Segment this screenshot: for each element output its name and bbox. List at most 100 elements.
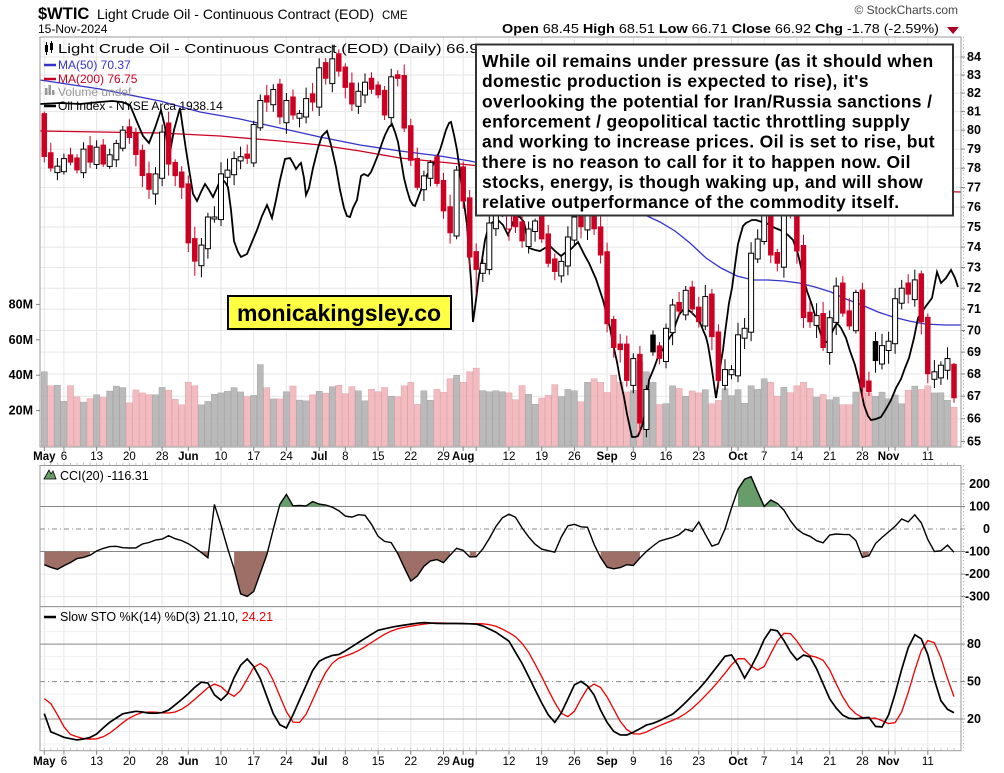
svg-text:Open 68.45 High 68.51 Low 66.7: Open 68.45 High 68.51 Low 66.71 Close 66…	[502, 22, 939, 36]
svg-text:16: 16	[660, 451, 673, 463]
svg-text:74: 74	[967, 240, 981, 254]
svg-text:-200: -200	[965, 567, 990, 581]
svg-text:12: 12	[503, 756, 516, 768]
svg-text:79: 79	[967, 142, 981, 156]
svg-text:there is no reason to call for: there is no reason to call for it to hap…	[482, 152, 911, 172]
svg-text:Oct: Oct	[728, 756, 747, 768]
svg-text:28: 28	[856, 451, 869, 463]
svg-text:13: 13	[90, 756, 103, 768]
svg-text:83: 83	[967, 68, 981, 82]
svg-text:68: 68	[967, 367, 981, 381]
svg-text:$WTIC: $WTIC	[38, 5, 89, 23]
svg-text:84: 84	[967, 50, 981, 64]
svg-text:100: 100	[969, 500, 990, 514]
svg-text:8: 8	[342, 451, 348, 463]
svg-text:Oil Index - NYSE Arca 1938.14: Oil Index - NYSE Arca 1938.14	[58, 99, 223, 113]
svg-text:200: 200	[969, 477, 990, 491]
svg-text:Jul: Jul	[311, 451, 328, 463]
svg-text:9: 9	[630, 451, 636, 463]
svg-text:relative outperformance of the: relative outperformance of the commodity…	[482, 192, 899, 212]
svg-text:domestic production is expecte: domestic production is expected to rise)…	[482, 71, 869, 91]
svg-text:20: 20	[123, 451, 136, 463]
svg-text:Jun: Jun	[178, 451, 198, 463]
svg-text:71: 71	[967, 302, 981, 316]
svg-text:40M: 40M	[9, 368, 33, 382]
svg-text:16: 16	[660, 756, 673, 768]
svg-text:77: 77	[967, 181, 981, 195]
svg-text:CME: CME	[382, 10, 408, 22]
svg-text:26: 26	[568, 756, 581, 768]
svg-text:28: 28	[156, 756, 169, 768]
svg-text:stocks, energy, is though waki: stocks, energy, is though waking up, and…	[482, 172, 923, 192]
svg-text:7: 7	[761, 451, 767, 463]
svg-text:29: 29	[437, 756, 450, 768]
svg-text:21: 21	[823, 756, 836, 768]
svg-text:-100: -100	[965, 545, 990, 559]
svg-text:14: 14	[791, 451, 804, 463]
svg-text:6: 6	[61, 451, 67, 463]
svg-text:50: 50	[967, 675, 981, 689]
svg-text:14: 14	[791, 756, 804, 768]
svg-text:60M: 60M	[9, 333, 33, 347]
svg-text:MA(200) 76.75: MA(200) 76.75	[58, 72, 138, 86]
svg-text:Aug: Aug	[452, 451, 474, 463]
svg-text:Slow STO %K(14) %D(3) 21.10, 2: Slow STO %K(14) %D(3) 21.10, 24.21	[60, 610, 273, 624]
svg-text:80M: 80M	[9, 297, 33, 311]
svg-text:19: 19	[535, 451, 548, 463]
svg-text:12: 12	[503, 451, 516, 463]
svg-text:67: 67	[967, 389, 981, 403]
svg-text:80: 80	[967, 123, 981, 137]
svg-text:and working to increase prices: and working to increase prices. Oil is s…	[482, 132, 935, 152]
svg-text:May: May	[33, 451, 56, 463]
svg-text:29: 29	[437, 451, 450, 463]
svg-text:20: 20	[967, 712, 981, 726]
svg-text:66: 66	[967, 412, 981, 426]
svg-text:-300: -300	[965, 590, 990, 604]
svg-text:22: 22	[404, 756, 417, 768]
svg-text:73: 73	[967, 261, 981, 275]
svg-text:Sep: Sep	[597, 756, 618, 768]
svg-text:23: 23	[692, 451, 705, 463]
svg-text:Light Crude Oil - Continuous C: Light Crude Oil - Continuous Contract (E…	[58, 41, 488, 56]
svg-text:Nov: Nov	[878, 756, 900, 768]
svg-text:75: 75	[967, 220, 981, 234]
svg-text:10: 10	[215, 451, 228, 463]
svg-text:enforcement / geopolitical tac: enforcement / geopolitical tactic thrott…	[482, 111, 910, 131]
svg-text:20: 20	[123, 756, 136, 768]
svg-text:May: May	[33, 756, 56, 768]
svg-text:13: 13	[90, 451, 103, 463]
svg-text:Volume undef: Volume undef	[58, 85, 132, 99]
svg-text:69: 69	[967, 345, 981, 359]
svg-text:Nov: Nov	[878, 451, 900, 463]
svg-text:81: 81	[967, 105, 981, 119]
svg-text:15-Nov-2024: 15-Nov-2024	[38, 22, 108, 36]
svg-text:Light Crude Oil - Continuous C: Light Crude Oil - Continuous Contract (E…	[97, 6, 374, 22]
svg-text:20M: 20M	[9, 404, 33, 418]
svg-text:26: 26	[568, 451, 581, 463]
svg-text:23: 23	[692, 756, 705, 768]
svg-text:15: 15	[372, 451, 385, 463]
svg-text:28: 28	[156, 451, 169, 463]
svg-text:7: 7	[761, 756, 767, 768]
svg-text:17: 17	[247, 756, 260, 768]
svg-text:overlooking the potential for: overlooking the potential for Iran/Russi…	[482, 91, 932, 111]
svg-text:CCI(20) -116.31: CCI(20) -116.31	[60, 469, 149, 483]
svg-text:Aug: Aug	[452, 756, 474, 768]
svg-text:11: 11	[922, 756, 934, 768]
svg-text:While oil remains under pressu: While oil remains under pressure (as it …	[482, 51, 934, 71]
svg-text:MA(50) 70.37: MA(50) 70.37	[58, 58, 131, 72]
svg-text:10: 10	[215, 756, 228, 768]
svg-text:© StockCharts.com: © StockCharts.com	[854, 3, 958, 17]
svg-text:6: 6	[61, 756, 67, 768]
svg-text:monicakingsley.co: monicakingsley.co	[237, 300, 441, 326]
svg-text:82: 82	[967, 86, 981, 100]
svg-text:15: 15	[372, 756, 385, 768]
svg-text:80: 80	[967, 637, 981, 651]
svg-text:Jun: Jun	[178, 756, 198, 768]
svg-text:0: 0	[983, 522, 990, 536]
svg-text:22: 22	[404, 451, 417, 463]
svg-text:17: 17	[247, 451, 260, 463]
svg-text:8: 8	[342, 756, 348, 768]
svg-text:78: 78	[967, 161, 981, 175]
svg-text:11: 11	[922, 451, 934, 463]
